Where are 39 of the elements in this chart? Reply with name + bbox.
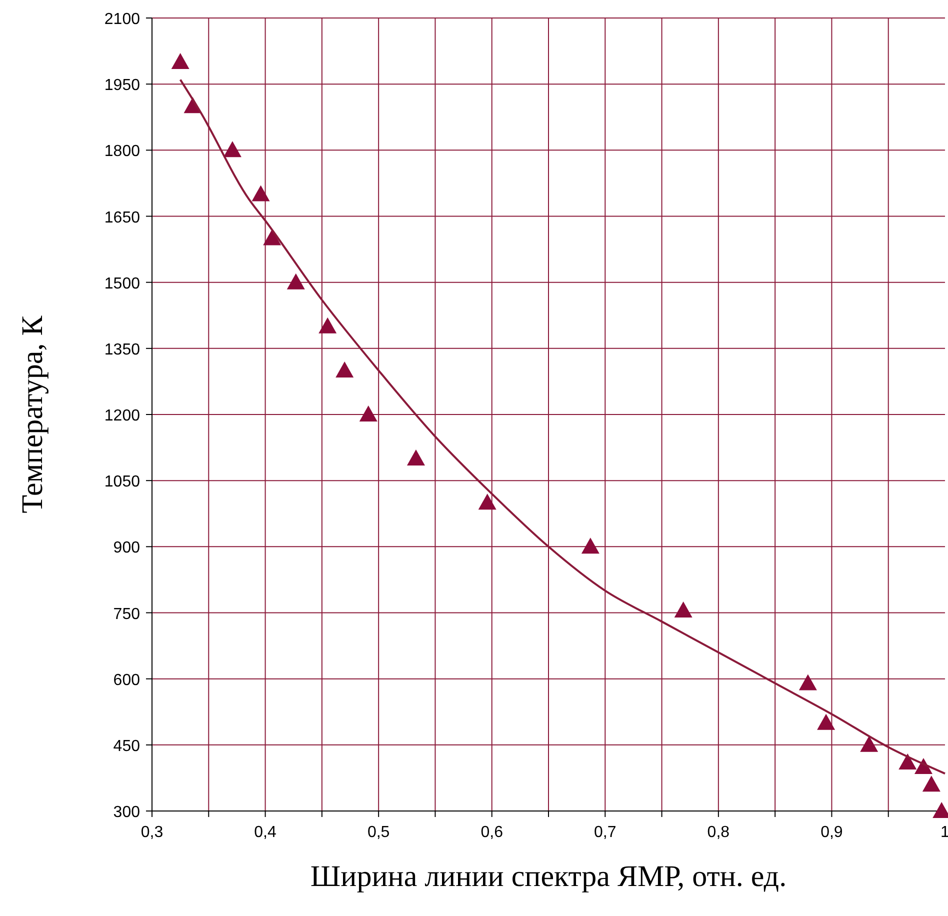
x-axis-title: Ширина линии спектра ЯМР, отн. ед. xyxy=(310,860,787,893)
point xyxy=(478,494,496,510)
y-tick-label: 2100 xyxy=(104,11,140,28)
x-tick-label: 0,8 xyxy=(707,824,730,841)
y-tick-label: 600 xyxy=(113,672,140,689)
point xyxy=(798,674,817,690)
y-tick-label: 1650 xyxy=(104,209,140,226)
point xyxy=(817,714,836,730)
x-tick-label: 0,4 xyxy=(254,824,277,841)
x-tick-label: 0,9 xyxy=(820,824,843,841)
point xyxy=(223,141,242,158)
point xyxy=(674,602,692,618)
point xyxy=(336,361,354,378)
x-tick-label: 0,5 xyxy=(367,824,390,841)
point xyxy=(359,406,378,422)
y-tick-label: 1200 xyxy=(104,408,140,424)
x-tick-label: 0,6 xyxy=(480,824,504,841)
y-tick-label: 1350 xyxy=(104,341,140,358)
point xyxy=(318,317,337,334)
point xyxy=(898,754,917,770)
y-axis-title: Температура, К xyxy=(16,314,49,514)
y-tick-label: 300 xyxy=(113,804,140,821)
x-tick-label: 0,3 xyxy=(140,824,164,841)
point xyxy=(581,538,600,554)
y-tick-label: 1800 xyxy=(104,143,140,160)
y-tick-label: 1500 xyxy=(104,275,140,292)
point xyxy=(171,53,190,70)
point xyxy=(406,450,425,466)
point xyxy=(252,185,270,202)
y-tick-label: 1050 xyxy=(104,474,140,491)
point xyxy=(286,273,305,290)
x-tick-label: 0,7 xyxy=(594,824,616,841)
point xyxy=(922,776,940,792)
y-tick-label: 1950 xyxy=(104,77,140,94)
y-tick-label: 750 xyxy=(113,606,140,623)
point xyxy=(860,736,878,752)
y-tick-label: 900 xyxy=(113,540,140,557)
point xyxy=(263,229,282,246)
y-tick-label: 450 xyxy=(113,738,140,755)
